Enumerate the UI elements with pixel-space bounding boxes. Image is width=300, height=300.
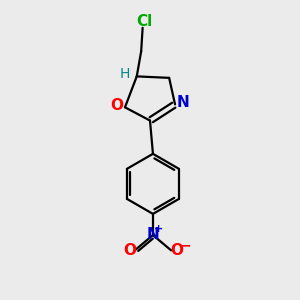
Text: −: − <box>179 238 191 252</box>
Text: H: H <box>119 67 130 81</box>
Text: O: O <box>123 243 136 258</box>
Text: O: O <box>110 98 123 113</box>
Text: N: N <box>147 227 159 242</box>
Text: Cl: Cl <box>136 14 152 29</box>
Text: N: N <box>177 95 190 110</box>
Text: +: + <box>154 224 164 234</box>
Text: O: O <box>170 243 183 258</box>
